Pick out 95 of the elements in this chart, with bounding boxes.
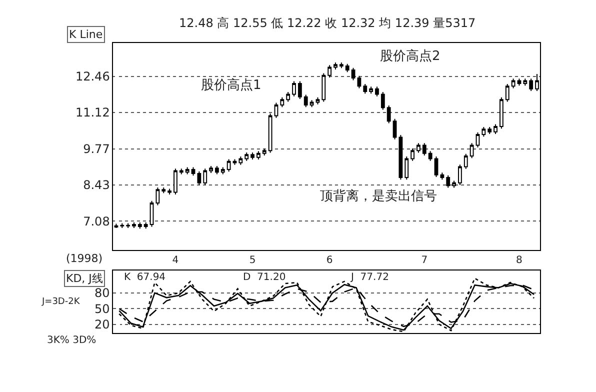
candlestick [244, 152, 249, 162]
chart-title: KD, J线 [66, 272, 103, 285]
candlestick [168, 188, 172, 195]
y-tick-label: 11.12 [75, 106, 110, 120]
x-tick-label: 5 [249, 255, 256, 266]
candlestick [232, 158, 237, 166]
candlestick [220, 166, 225, 175]
candlestick [328, 64, 332, 78]
candlestick [434, 156, 438, 178]
candlestick [500, 96, 504, 130]
candlestick [440, 172, 444, 180]
x-axis-title: (1998) [66, 252, 103, 265]
candlestick [517, 78, 522, 86]
candlestick [185, 166, 190, 175]
candlestick [250, 152, 254, 160]
candlestick [386, 104, 391, 124]
y-tick-label: 8.43 [83, 178, 110, 192]
y-tick-label: 20 [94, 318, 110, 332]
candlestick [126, 222, 130, 229]
y-axis-title: J=3D-2K [41, 297, 81, 307]
candlestick [494, 124, 498, 134]
candlestick [404, 156, 409, 180]
candlestick [392, 118, 397, 140]
candlestick [505, 83, 510, 102]
y-tick-label: 12.46 [75, 70, 110, 84]
candlestick [482, 126, 486, 138]
candlestick [476, 132, 480, 148]
candlestick [286, 92, 290, 102]
annotation: J 77.72 [350, 272, 389, 283]
candlestick [256, 150, 260, 160]
candlestick [398, 134, 403, 180]
y-tick-label: 7.08 [83, 214, 110, 228]
y-tick-label: 50 [94, 302, 110, 316]
candlestick [179, 168, 184, 175]
x-tick-label: 8 [516, 255, 522, 266]
candlestick [268, 113, 272, 154]
annotation: K 67.94 [124, 272, 166, 283]
candlestick [458, 164, 462, 186]
candlestick [203, 168, 208, 186]
x-tick-label: 4 [172, 255, 179, 266]
candlestick [452, 180, 456, 188]
candlestick [351, 67, 356, 81]
x-tick-label: 6 [326, 255, 333, 266]
candlestick [132, 222, 136, 229]
candlestick [422, 142, 426, 156]
text: 3K% 3D% [47, 335, 96, 346]
y-tick-label: 80 [94, 286, 110, 300]
candlestick [322, 72, 326, 102]
candlestick [174, 168, 178, 195]
candlestick [274, 102, 278, 118]
y-tick-label: 9.77 [83, 142, 110, 156]
candlestick [488, 126, 492, 134]
candlestick [316, 96, 320, 105]
candlestick [120, 222, 124, 229]
candlestick [416, 142, 420, 154]
x-tick-label: 7 [421, 255, 428, 266]
candlestick [150, 200, 154, 228]
candlestick [363, 83, 368, 94]
candlestick [375, 86, 379, 97]
chart-title: 12.48 高 12.55 低 12.22 收 12.32 均 12.39 量5317 [179, 16, 476, 30]
candlestick [292, 80, 296, 97]
candlestick [470, 142, 474, 159]
candlestick [156, 186, 160, 206]
candlestick [380, 92, 385, 110]
candlestick [215, 165, 219, 175]
annotation: 股价高点1 [201, 77, 262, 93]
candlestick [298, 80, 302, 100]
candlestick [464, 153, 468, 170]
candlestick [529, 78, 534, 92]
candlestick [357, 75, 362, 89]
y-axis-title: K Line [69, 28, 103, 41]
candlestick [334, 62, 338, 70]
candlestick [280, 96, 284, 108]
candlestick [446, 174, 450, 188]
candlestick [238, 156, 243, 166]
candlestick [523, 78, 528, 86]
annotation: 顶背离，是卖出信号 [320, 188, 437, 204]
candlestick [511, 78, 516, 89]
annotation: D 71.20 [243, 272, 286, 283]
candlestick [209, 165, 213, 174]
candlestick [339, 62, 344, 69]
candlestick [345, 63, 350, 73]
candlestick [191, 166, 196, 176]
candlestick [310, 100, 314, 108]
annotation: 股价高点2 [380, 48, 440, 64]
candlestick [138, 222, 142, 230]
candlestick [144, 222, 148, 230]
candlestick [428, 150, 432, 162]
candlestick [226, 158, 231, 172]
candlestick [304, 94, 308, 108]
candlestick [162, 186, 166, 194]
candlestick [410, 148, 414, 162]
candlestick [262, 148, 266, 156]
candlestick [369, 86, 374, 94]
candlestick [197, 170, 202, 186]
